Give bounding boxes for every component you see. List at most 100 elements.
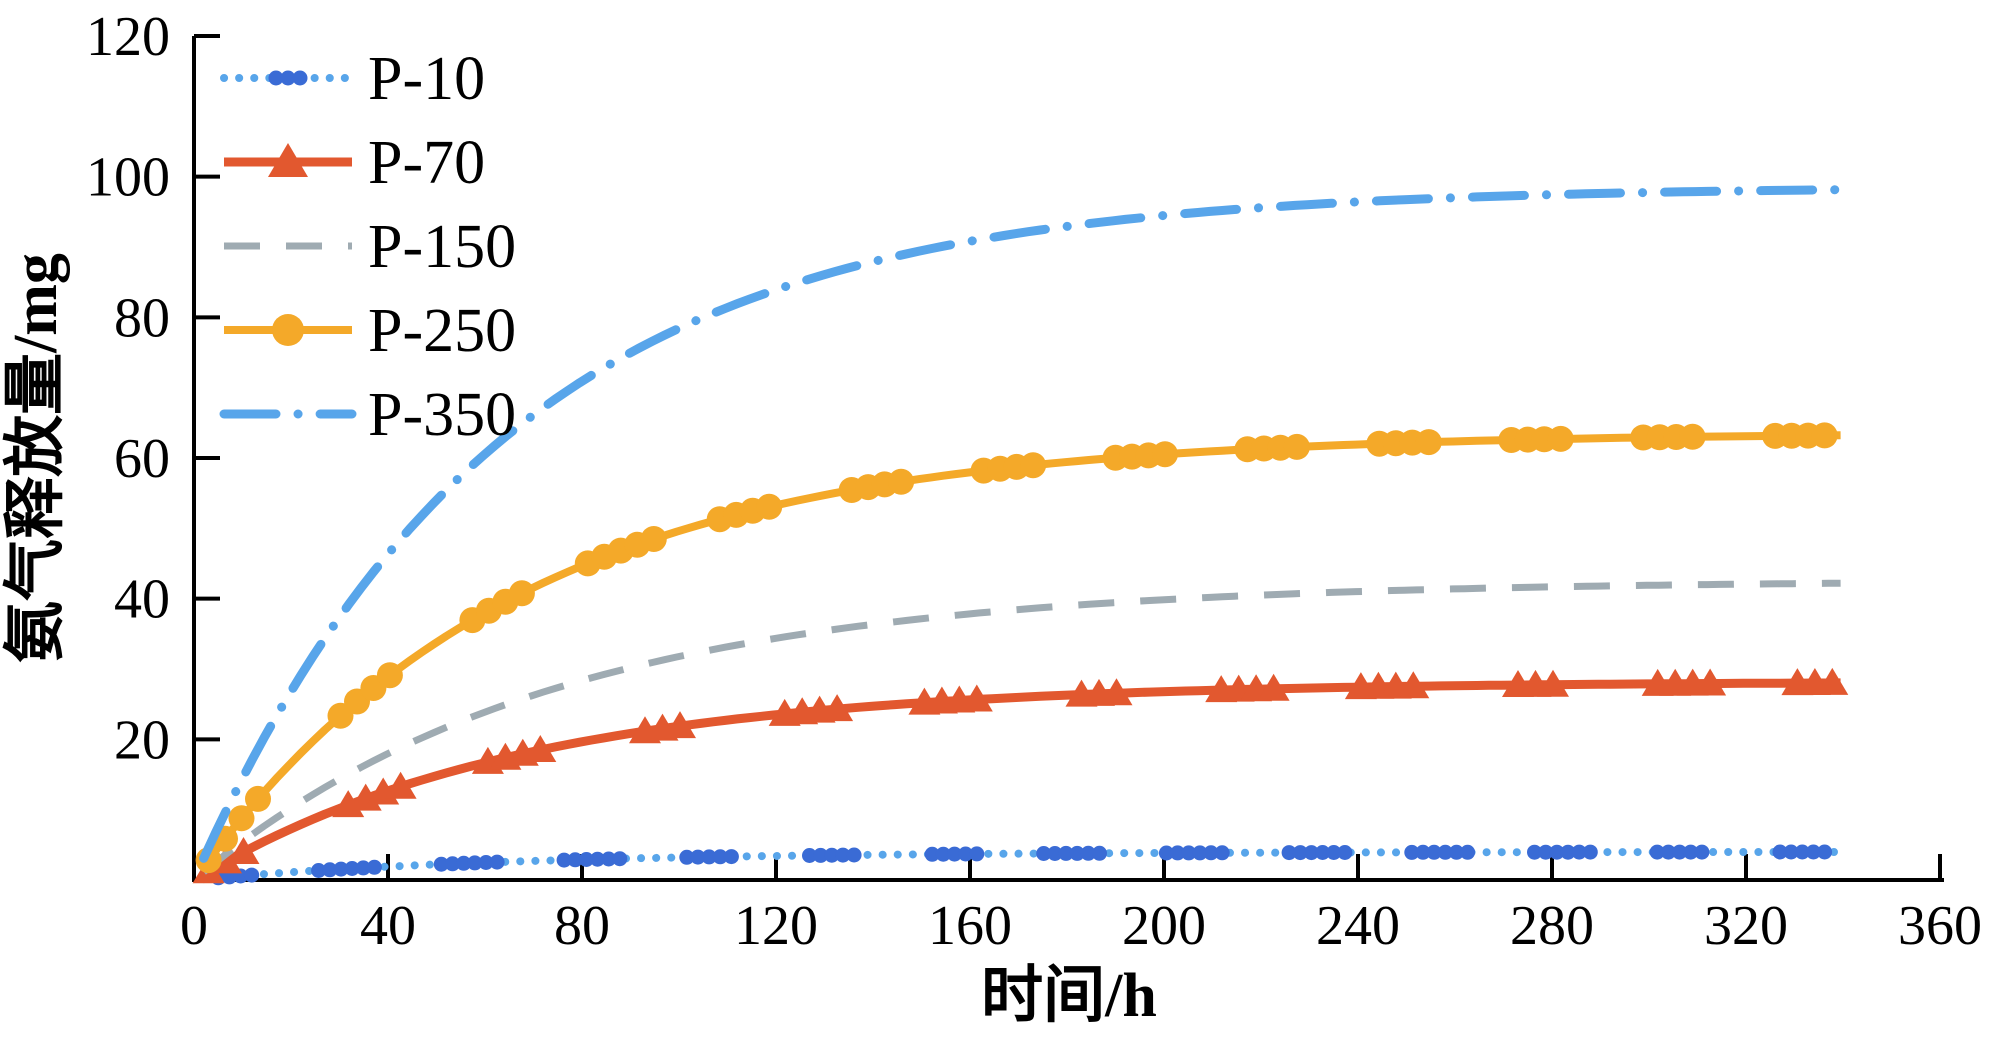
legend-label: P-70 <box>368 129 485 197</box>
dot-marker <box>947 846 962 862</box>
curve-p-150 <box>201 579 1841 875</box>
dot-marker <box>311 863 327 878</box>
circle-marker <box>228 805 255 832</box>
dot-marker <box>1582 844 1598 860</box>
x-tick-label: 320 <box>1704 895 1788 957</box>
dot-marker <box>433 856 449 872</box>
dot-marker <box>590 851 605 867</box>
dot-marker <box>1660 844 1676 860</box>
dot-marker <box>456 855 472 871</box>
y-tick-label: 40 <box>114 569 170 631</box>
legend-dot-marker <box>292 70 308 86</box>
dot-marker <box>612 851 628 867</box>
dot-marker <box>366 859 382 875</box>
legend-item-p-250: P-250 <box>224 297 516 365</box>
x-tick-label: 40 <box>360 895 416 957</box>
y-tick-label: 20 <box>114 709 170 771</box>
dot-marker <box>1281 845 1297 861</box>
dot-marker <box>958 846 974 862</box>
y-tick-label: 100 <box>86 147 170 209</box>
dot-marker <box>1092 845 1107 861</box>
dot-marker <box>1337 845 1353 860</box>
plot-area: 0 40 80 120 160 200 240 280 320 360 20 40 60 80 100 120 <box>86 6 1982 957</box>
dot-marker <box>802 848 817 863</box>
legend-triangle-marker <box>268 143 308 177</box>
dot-marker <box>244 867 260 883</box>
legend-label: P-10 <box>368 45 485 113</box>
circle-marker <box>888 468 915 495</box>
y-tick-label: 60 <box>114 428 170 490</box>
dot-marker <box>322 862 338 878</box>
circle-marker <box>1811 422 1838 449</box>
circle-marker <box>1283 433 1310 460</box>
dot-marker <box>1404 844 1420 860</box>
x-tick-label: 160 <box>928 895 1012 957</box>
curve-p-250 <box>195 422 1841 874</box>
triangle-marker <box>960 684 993 712</box>
circle-marker <box>508 580 535 607</box>
circle-marker <box>376 662 403 689</box>
dot-marker <box>567 852 583 868</box>
dot-marker <box>1315 845 1331 860</box>
legend-item-p-10: P-10 <box>220 45 485 113</box>
x-axis-title: 时间/h <box>981 962 1157 1030</box>
dot-marker <box>1080 845 1096 861</box>
circle-marker <box>756 493 783 520</box>
dot-marker <box>1047 846 1063 861</box>
dot-marker <box>824 847 840 863</box>
legend-label: P-250 <box>368 297 516 365</box>
dot-marker <box>1303 845 1319 861</box>
dot-marker <box>445 856 460 872</box>
curve-line-p-150 <box>201 579 1841 875</box>
circle-marker <box>1020 452 1047 479</box>
dot-marker <box>1683 844 1699 860</box>
dot-marker <box>489 854 505 870</box>
triangle-marker <box>1257 673 1290 701</box>
triangle-marker <box>1537 669 1569 697</box>
triangle-marker <box>384 771 417 799</box>
dot-marker <box>1292 845 1308 861</box>
curve-p-350 <box>199 185 1846 863</box>
triangle-marker <box>1100 678 1133 706</box>
dot-marker <box>1036 846 1052 861</box>
legend-item-p-350: P-350 <box>219 381 516 449</box>
dot-marker <box>935 846 951 862</box>
dot-marker <box>1649 844 1665 860</box>
x-tick-label: 280 <box>1510 895 1594 957</box>
dot-marker <box>333 861 349 877</box>
curve-line-p-70 <box>201 678 1841 879</box>
dot-marker <box>1203 845 1219 861</box>
dot-marker <box>712 849 728 865</box>
dot-marker <box>1560 844 1576 860</box>
x-tick-label: 120 <box>734 895 818 957</box>
dot-marker <box>1170 845 1186 861</box>
triangle-marker <box>1694 668 1727 696</box>
dot-marker <box>1326 845 1342 860</box>
dot-marker <box>701 849 717 865</box>
circle-marker <box>640 526 667 552</box>
dot-marker <box>556 852 572 868</box>
dot-marker <box>1527 844 1542 860</box>
circle-marker <box>1679 423 1706 450</box>
dot-marker <box>478 855 494 870</box>
legend-dot-marker <box>280 70 296 86</box>
triangle-marker <box>1816 667 1849 695</box>
dot-marker <box>969 846 985 862</box>
y-tick-label: 120 <box>86 6 170 68</box>
legend-label: P-150 <box>368 213 516 281</box>
dot-marker <box>679 849 695 865</box>
dot-marker <box>1192 845 1208 861</box>
triangle-marker <box>524 735 557 762</box>
legend-item-p-70: P-70 <box>224 129 485 197</box>
dot-marker <box>344 861 360 876</box>
dot-marker <box>846 847 862 863</box>
dot-marker <box>1460 844 1476 860</box>
dot-marker <box>1214 845 1230 861</box>
legend-label: P-350 <box>368 381 516 449</box>
y-axis-title: 氨气释放量/mg <box>1 253 70 663</box>
dot-marker <box>1794 844 1810 860</box>
circle-marker <box>245 785 271 812</box>
triangle-marker <box>664 711 696 739</box>
